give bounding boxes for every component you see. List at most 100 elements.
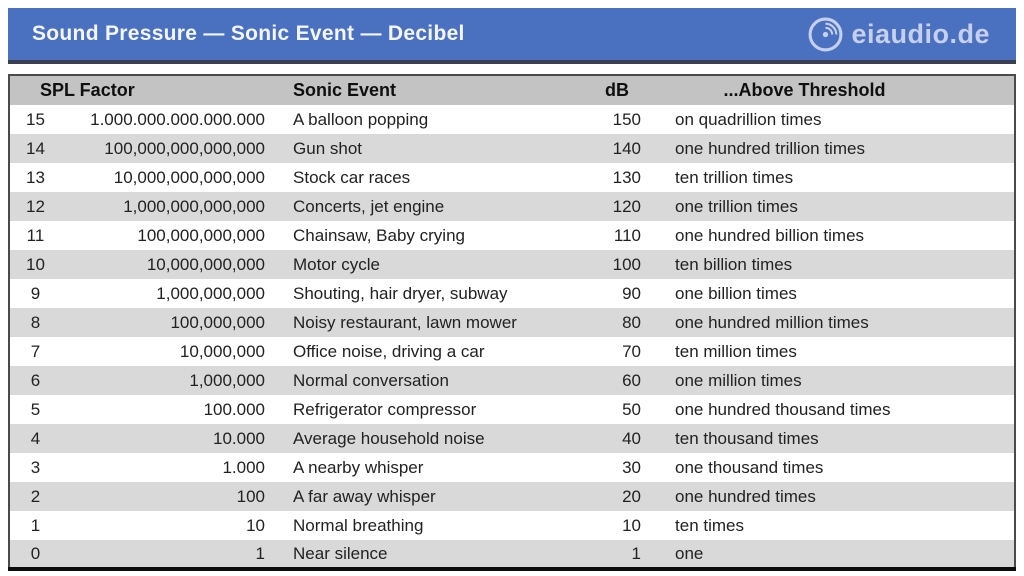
table-row: 12 1,000,000,000,000 Concerts, jet engine 1…: [9, 192, 1015, 221]
threshold-cell: one hundred trillion times: [675, 138, 865, 158]
db-cell: 20: [622, 486, 642, 506]
factor-cell: 10,000,000,000: [146, 254, 266, 274]
exp-cell: 11: [26, 225, 45, 245]
page-title: Sound Pressure — Sonic Event — Decibel: [32, 22, 465, 45]
table-row: 2 100 A far away whisper 20 one hundred time…: [9, 482, 1015, 511]
factor-cell: 1: [255, 543, 266, 563]
factor-cell: 10,000,000: [179, 341, 266, 361]
event-cell: Noisy restaurant, lawn mower: [293, 312, 517, 332]
threshold-cell: on quadrillion times: [675, 109, 822, 129]
factor-cell: 1.000.000.000.000.000: [90, 109, 266, 129]
exp-cell: 12: [26, 196, 45, 216]
table-header-row: SPL Factor Sonic Event dB ...Above Thres…: [9, 75, 1015, 105]
factor-cell: 100.000: [203, 399, 266, 419]
factor-cell: 100,000,000: [170, 312, 266, 332]
exp-cell: 7: [30, 341, 41, 361]
event-cell: A nearby whisper: [293, 457, 424, 477]
table-body: 15 1.000.000.000.000.000 A balloon popping…: [9, 105, 1015, 569]
factor-cell: 100,000,000,000,000: [104, 138, 266, 158]
brand-logo: eiaudio.de: [807, 16, 990, 53]
vinyl-record-icon: [807, 16, 844, 53]
table-row: 15 1.000.000.000.000.000 A balloon popping…: [9, 105, 1015, 134]
exp-cell: 8: [30, 312, 41, 332]
threshold-cell: one: [675, 543, 704, 563]
table-row: 7 10,000,000 Office noise, driving a car 70…: [9, 337, 1015, 366]
factor-cell: 1,000,000,000: [156, 283, 266, 303]
table-row: 6 1,000,000 Normal conversation 60 one milli…: [9, 366, 1015, 395]
table-row: 10 10,000,000,000 Motor cycle 100 ten billio…: [9, 250, 1015, 279]
threshold-cell: ten trillion times: [675, 167, 794, 187]
threshold-cell: ten thousand times: [675, 428, 819, 448]
event-cell: Concerts, jet engine: [293, 196, 445, 216]
exp-cell: 15: [26, 109, 45, 129]
exp-cell: 3: [30, 457, 41, 477]
factor-cell: 1,000,000,000,000: [123, 196, 266, 216]
db-cell: 10: [622, 515, 642, 535]
brand-logo-text: eiaudio.de: [851, 18, 990, 49]
column-header-spl-factor: SPL Factor: [40, 80, 135, 100]
threshold-cell: one hundred times: [675, 486, 816, 506]
table-row: 3 1.000 A nearby whisper 30 one thousand tim…: [9, 453, 1015, 482]
exp-cell: 1: [30, 515, 41, 535]
db-cell: 90: [622, 283, 642, 303]
column-header-sonic-event: Sonic Event: [293, 80, 397, 100]
title-banner: Sound Pressure — Sonic Event — Decibel e…: [8, 8, 1016, 64]
db-cell: 150: [612, 109, 642, 129]
db-cell: 40: [622, 428, 642, 448]
db-cell: 80: [622, 312, 642, 332]
factor-cell: 100: [236, 486, 266, 506]
factor-cell: 10: [246, 515, 266, 535]
threshold-cell: ten billion times: [675, 254, 793, 274]
exp-cell: 4: [30, 428, 41, 448]
factor-cell: 1,000,000: [189, 370, 266, 390]
table-row: 8 100,000,000 Noisy restaurant, lawn mower…: [9, 308, 1015, 337]
threshold-cell: ten million times: [675, 341, 797, 361]
column-header-above-threshold: ...Above Threshold: [723, 80, 886, 100]
threshold-cell: one trillion times: [675, 196, 798, 216]
db-cell: 140: [612, 138, 642, 158]
threshold-cell: one billion times: [675, 283, 797, 303]
threshold-cell: one hundred thousand times: [675, 399, 891, 419]
factor-cell: 1.000: [222, 457, 266, 477]
table-row: 0 1 Near silence 1 one: [9, 540, 1015, 569]
event-cell: Gun shot: [293, 138, 363, 158]
table-row: 1 10 Normal breathing 10 ten times: [9, 511, 1015, 540]
event-cell: Chainsaw, Baby crying: [293, 225, 465, 245]
column-header-db: dB: [605, 80, 630, 100]
threshold-cell: one thousand times: [675, 457, 824, 477]
db-cell: 130: [612, 167, 642, 187]
exp-cell: 5: [30, 399, 41, 419]
event-cell: A balloon popping: [293, 109, 429, 129]
exp-cell: 10: [26, 254, 45, 274]
event-cell: Stock car races: [293, 167, 411, 187]
decibel-table-container: SPL Factor Sonic Event dB ...Above Thres…: [8, 74, 1016, 571]
db-cell: 100: [612, 254, 642, 274]
threshold-cell: one hundred billion times: [675, 225, 865, 245]
db-cell: 110: [613, 225, 642, 245]
exp-cell: 2: [30, 486, 41, 506]
db-cell: 50: [622, 399, 642, 419]
threshold-cell: one million times: [675, 370, 802, 390]
table-row: 4 10.000 Average household noise 40 ten thou…: [9, 424, 1015, 453]
event-cell: Average household noise: [293, 428, 485, 448]
factor-cell: 100,000,000,000: [137, 225, 266, 245]
table-row: 11 100,000,000,000 Chainsaw, Baby crying 11…: [9, 221, 1015, 250]
event-cell: Normal breathing: [293, 515, 424, 535]
event-cell: Refrigerator compressor: [293, 399, 477, 419]
factor-cell: 10.000: [213, 428, 266, 448]
table-row: 13 10,000,000,000,000 Stock car races 130 te…: [9, 163, 1015, 192]
threshold-cell: ten times: [675, 515, 744, 535]
exp-cell: 14: [26, 138, 45, 158]
event-cell: A far away whisper: [293, 486, 436, 506]
table-row: 14 100,000,000,000,000 Gun shot 140 one hund…: [9, 134, 1015, 163]
factor-cell: 10,000,000,000,000: [113, 167, 266, 187]
table-row: 9 1,000,000,000 Shouting, hair dryer, subw…: [9, 279, 1015, 308]
table-row: 5 100.000 Refrigerator compressor 50 one hun…: [9, 395, 1015, 424]
exp-cell: 6: [30, 370, 41, 390]
exp-cell: 0: [30, 543, 41, 563]
threshold-cell: one hundred million times: [675, 312, 869, 332]
db-cell: 120: [612, 196, 642, 216]
event-cell: Normal conversation: [293, 370, 449, 390]
db-cell: 70: [622, 341, 642, 361]
decibel-table: SPL Factor Sonic Event dB ...Above Thres…: [8, 74, 1016, 571]
